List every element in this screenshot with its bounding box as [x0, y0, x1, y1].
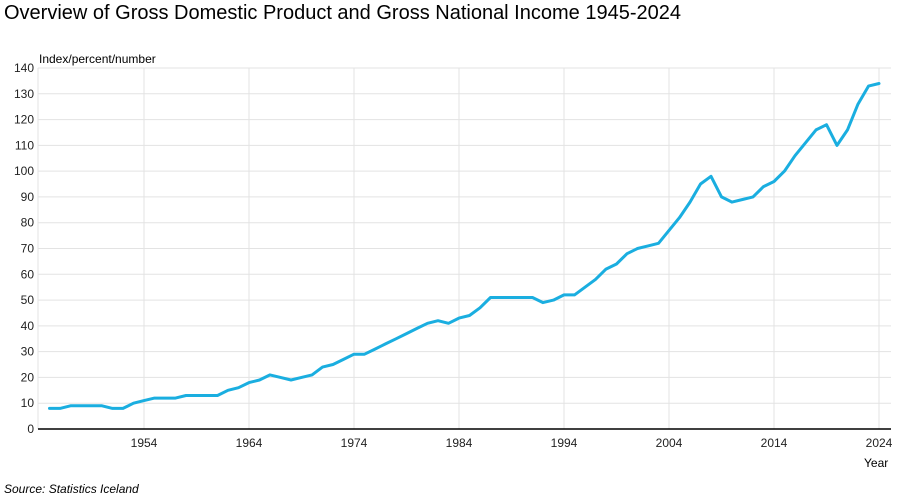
y-tick-label: 0: [27, 422, 34, 436]
y-tick-label: 30: [21, 345, 35, 359]
y-tick-label: 140: [14, 61, 34, 75]
x-tick-label: 2014: [761, 436, 788, 450]
y-tick-label: 80: [21, 216, 35, 230]
y-tick-label: 90: [21, 190, 35, 204]
source-note: Source: Statistics Iceland: [4, 482, 139, 496]
series-line-index: [48, 82, 881, 410]
x-tick-label: 1994: [551, 436, 578, 450]
x-tick-label: 1954: [131, 436, 158, 450]
y-tick-label: 70: [21, 242, 35, 256]
y-tick-label: 60: [21, 267, 35, 281]
y-tick-label: 100: [14, 164, 34, 178]
chart-title: Overview of Gross Domestic Product and G…: [4, 2, 681, 24]
y-tick-label: 40: [21, 319, 35, 333]
x-axis-label: Year: [864, 456, 889, 470]
y-tick-label: 120: [14, 113, 34, 127]
x-tick-label: 2024: [866, 436, 893, 450]
x-tick-label: 1964: [236, 436, 263, 450]
y-tick-label: 20: [21, 370, 35, 384]
y-tick-label: 130: [14, 87, 34, 101]
y-axis-label: Index/percent/number: [39, 52, 156, 66]
x-tick-label: 1974: [341, 436, 368, 450]
x-tick-label: 2004: [656, 436, 683, 450]
y-tick-label: 110: [15, 138, 34, 152]
y-tick-label: 50: [21, 293, 35, 307]
x-tick-label: 1984: [446, 436, 473, 450]
y-tick-label: 10: [21, 396, 35, 410]
